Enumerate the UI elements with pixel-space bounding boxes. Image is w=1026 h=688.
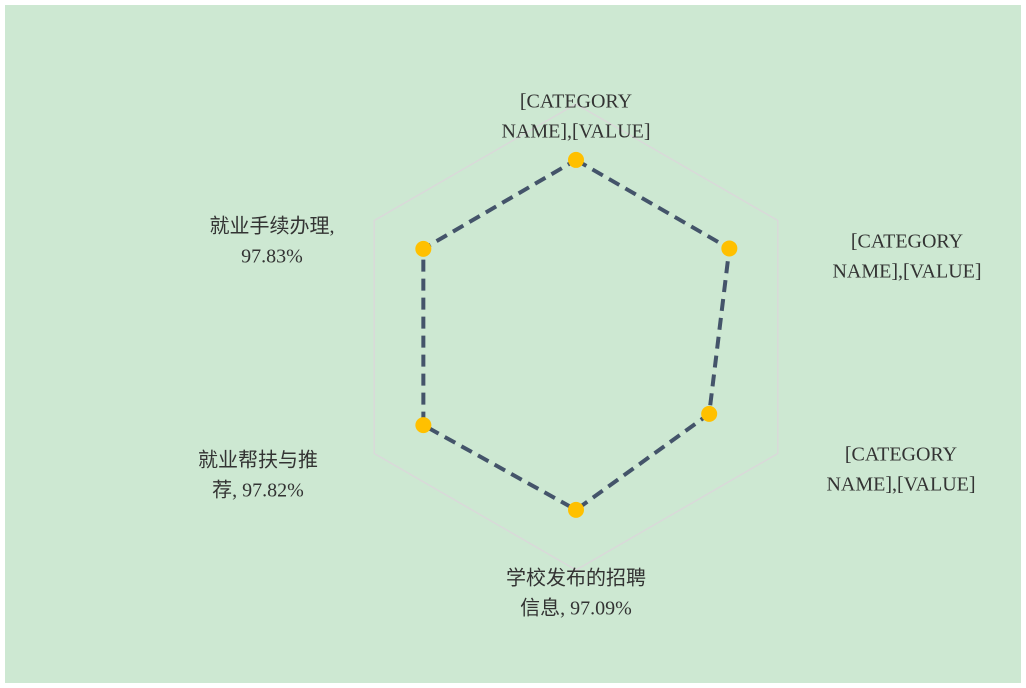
data-label: [CATEGORY (851, 231, 963, 253)
chart-background (5, 5, 1021, 683)
data-label: 就业帮扶与推 (198, 449, 318, 472)
radar-marker (568, 501, 584, 518)
radar-marker (721, 240, 738, 257)
radar-marker (701, 405, 718, 422)
data-label: [CATEGORY (845, 444, 957, 466)
radar-grid (373, 103, 779, 571)
data-label: 就业手续办理, (210, 215, 335, 238)
data-label: 97.83% (241, 246, 303, 268)
data-label: [CATEGORY (520, 91, 632, 113)
data-label: NAME],[VALUE] (501, 121, 650, 143)
radar-marker (415, 240, 432, 257)
data-label: 荐, 97.82% (212, 479, 304, 502)
data-label: 信息, 97.09% (520, 597, 632, 620)
data-label: NAME],[VALUE] (826, 474, 975, 496)
radar-marker (568, 151, 584, 168)
data-label: NAME],[VALUE] (832, 261, 981, 283)
radar-marker (415, 417, 432, 434)
data-label: 学校发布的招聘 (506, 567, 646, 590)
